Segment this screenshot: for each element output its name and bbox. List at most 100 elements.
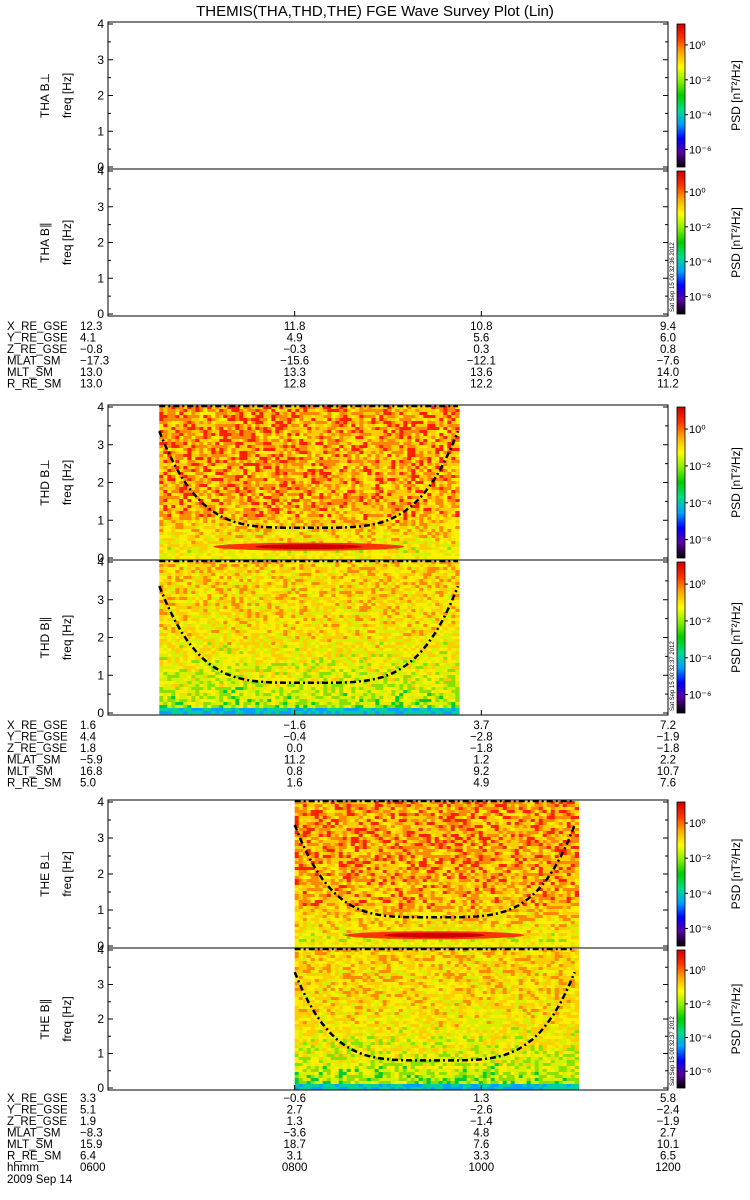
spectrogram (294, 949, 579, 1091)
ephemeris-label: R_RE_SM (7, 379, 61, 391)
ephemeris-value: −0.3 (283, 344, 306, 356)
ephemeris-value: 9.2 (473, 766, 489, 778)
ephemeris-value: 13.3 (283, 367, 305, 379)
y-tick-label: 0 (97, 706, 104, 720)
panel-ysub: freq [Hz] (60, 73, 74, 118)
panel-thd-3: 0 1 2 3 4 THD B∥ freq [Hz] 10⁻⁶ 10⁻⁴ 10⁻² 10⁰ PSD [… (38, 555, 743, 720)
ephemeris-value: 4.1 (80, 333, 96, 345)
ephemeris-value: 6.5 (660, 1151, 676, 1163)
ephemeris-value: −5.9 (80, 755, 103, 767)
panel-ysub: freq [Hz] (60, 996, 74, 1041)
colorbar (676, 406, 686, 559)
ephemeris-value: 0.8 (287, 766, 303, 778)
y-tick-label: 2 (97, 1012, 104, 1026)
colorbar-tick-label: 10⁻² (689, 75, 711, 87)
ephemeris-the: X_RE_GSE 3.3 −0.6 1.3 5.8Y_RE_GSE 5.1 2.7 −2.6−… (7, 1085, 680, 1163)
colorbar-tick-label: 10⁻² (689, 222, 711, 234)
ephemeris-value: 3.7 (473, 720, 489, 732)
y-tick-label: 3 (97, 978, 104, 992)
colorbar-tick-label: 10⁻⁴ (689, 498, 712, 510)
ephemeris-value: −17.3 (80, 356, 109, 368)
ephemeris-value: −2.8 (470, 732, 493, 744)
colorbar-tick-label: 10⁻² (689, 461, 711, 473)
spectrogram (294, 801, 579, 949)
panel-ylabel: THE B⊥ (38, 851, 52, 897)
ephemeris-value: −8.3 (80, 1128, 103, 1140)
ephemeris-value: 13.0 (80, 379, 102, 391)
ephemeris-value: 7.6 (660, 778, 676, 790)
y-tick-label: 0 (97, 307, 104, 321)
ephemeris-value: −3.6 (283, 1128, 306, 1140)
ephemeris-value: 4.9 (473, 778, 489, 790)
date-label: 2009 Sep 14 (7, 1174, 73, 1186)
ephemeris-value: −2.6 (470, 1105, 493, 1117)
ephemeris-value: 1.9 (80, 1116, 96, 1128)
ephemeris-label: Z_RE_GSE (7, 344, 67, 356)
colorbar-tick-label: 10⁻⁶ (689, 535, 712, 547)
y-tick-label: 3 (97, 200, 104, 214)
creation-stamp: Sat Sep 15 00:32:37 2012 (670, 1016, 676, 1086)
panel-frame (107, 168, 669, 317)
ephemeris-value: 1.3 (287, 1116, 303, 1128)
ephemeris-value: 2.7 (660, 1128, 676, 1140)
spectrogram (159, 561, 460, 715)
cyclotron-curves (158, 559, 460, 685)
ephemeris-label: X_RE_GSE (7, 1093, 68, 1105)
time-row-label: hhmm (7, 1162, 39, 1174)
ephemeris-value: 5.0 (80, 778, 96, 790)
ephemeris-value: 12.8 (283, 379, 305, 391)
ephemeris-label: Y_RE_GSE (7, 1105, 68, 1117)
y-tick-label: 2 (97, 476, 104, 490)
colorbar-tick-label: 10⁻⁶ (689, 923, 712, 935)
ephemeris-value: 1.8 (80, 743, 96, 755)
colorbar (676, 23, 686, 168)
panel-ysub: freq [Hz] (60, 460, 74, 505)
spectrogram (159, 406, 460, 560)
cyclotron-curves (158, 404, 460, 530)
ephemeris-value: 0.0 (287, 743, 303, 755)
ephemeris-value: 5.8 (660, 1093, 676, 1105)
ephemeris-value: 13.6 (470, 367, 492, 379)
ephemeris-value: 18.7 (283, 1139, 305, 1151)
ephemeris-value: 1.2 (473, 755, 489, 767)
panel-ylabel: THE B∥ (38, 998, 52, 1039)
ephemeris-value: 10.7 (657, 766, 679, 778)
ephemeris-label: MLT_SM (7, 367, 53, 379)
y-tick-label: 2 (97, 631, 104, 645)
colorbar-tick-label: 10⁻⁴ (689, 110, 712, 122)
creation-stamp: Sat Sep 15 00:32:37 2012 (670, 641, 676, 711)
colorbar-tick-label: 10⁻⁶ (689, 1066, 712, 1078)
ephemeris-label: MLT_SM (7, 766, 53, 778)
ephemeris-value: 12.2 (470, 379, 492, 391)
ephemeris-value: 12.3 (80, 321, 102, 333)
colorbar (676, 949, 686, 1089)
ephemeris-value: 11.2 (284, 755, 306, 767)
y-tick-label: 0 (97, 939, 104, 953)
ephemeris-label: Z_RE_GSE (7, 1116, 67, 1128)
creation-stamp: Sat Sep 15 00:32:36 2012 (670, 242, 676, 312)
ephemeris-value: 5.1 (80, 1105, 96, 1117)
colorbar-tick-label: 10⁰ (689, 40, 706, 52)
ephemeris-value: −7.6 (657, 356, 680, 368)
colorbar-tick-label: 10⁰ (689, 579, 706, 591)
colorbar-tick-label: 10⁰ (689, 818, 706, 830)
panel-ylabel: THD B∥ (38, 617, 52, 659)
ephemeris-label: X_RE_GSE (7, 321, 68, 333)
ephemeris-value: 9.4 (660, 321, 677, 333)
colorbar-label: PSD [nT²/Hz] (729, 447, 743, 518)
ephemeris-label: Y_RE_GSE (7, 732, 68, 744)
y-tick-label: 1 (97, 271, 104, 285)
ephemeris-value: 3.1 (287, 1151, 303, 1163)
ephemeris-value: 6.0 (660, 333, 676, 345)
panel-ysub: freq [Hz] (60, 615, 74, 660)
ephemeris-value: 0.8 (660, 344, 676, 356)
y-tick-label: 3 (97, 831, 104, 845)
ephemeris-label: MLAT_SM (7, 755, 60, 767)
ephemeris-value: 7.2 (660, 720, 676, 732)
ephemeris-value: 10.1 (657, 1139, 679, 1151)
colorbar-label: PSD [nT²/Hz] (729, 839, 743, 910)
panel-frame (107, 21, 669, 170)
ephemeris-label: MLAT_SM (7, 356, 60, 368)
ephemeris-value: 2.2 (660, 755, 676, 767)
ephemeris-value: −1.4 (470, 1116, 493, 1128)
